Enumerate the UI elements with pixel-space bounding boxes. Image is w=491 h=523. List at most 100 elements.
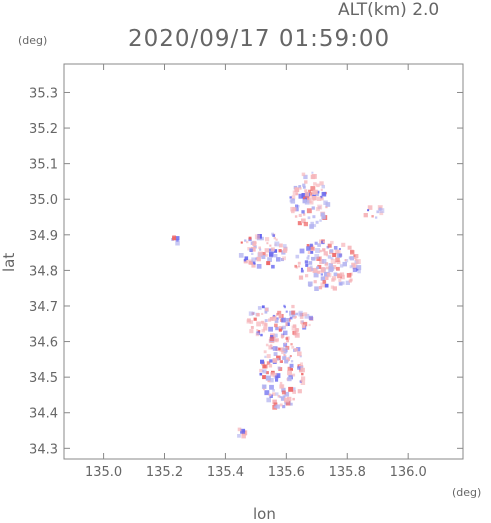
echo-cell [284,391,290,397]
echo-cell [325,205,328,209]
plot-frame [63,63,464,460]
echo-cell [301,320,304,323]
echo-cell [283,354,286,357]
echo-cell [270,247,275,252]
echo-cell [285,321,288,324]
echo-cell [344,259,349,263]
echo-cell [272,389,275,392]
echo-cell [272,346,278,351]
echo-cell [283,304,286,307]
echo-cell [281,351,284,354]
echo-cell [294,328,299,332]
echo-cell [304,189,308,193]
echo-cell [274,405,277,408]
echo-cell [282,325,286,330]
echo-cell [324,283,329,288]
echo-cell [175,236,180,241]
echo-cell [310,246,315,251]
y-tick-label: 34.5 [29,371,58,386]
echo-cell [266,397,271,403]
echo-cell [301,172,306,177]
echo-cell [260,333,263,337]
echo-cell [330,259,336,264]
echo-cell [259,248,262,251]
echo-cell [305,274,309,278]
echo-cell [363,213,368,218]
echo-cell [303,312,308,317]
echo-cell [303,196,306,200]
radar-echo-layer [171,171,385,439]
echo-cell [303,174,308,180]
echo-cell [301,193,307,198]
echo-cell [292,390,296,394]
echo-cell [264,310,268,314]
echo-cell [299,355,302,358]
echo-cell [291,325,297,331]
echo-cell [295,207,299,212]
echo-cell [367,205,373,210]
echo-cell [290,199,296,204]
echo-cell [277,310,282,315]
echo-cell [237,427,242,432]
x-tick-label: 135.4 [207,465,244,480]
echo-cell [248,259,253,265]
echo-cell [339,264,344,268]
echo-cell [325,254,329,257]
y-tick-label: 34.6 [29,336,58,351]
echo-cell [298,213,302,217]
echo-cell [297,205,300,208]
echo-cell [265,253,269,257]
echo-cell [278,313,283,318]
echo-cell [352,256,356,260]
echo-cell [298,185,302,188]
echo-cell [293,330,299,336]
echo-cell [290,368,293,371]
echo-cell [272,399,277,405]
echo-cell [285,323,288,327]
echo-cell [283,342,288,347]
echo-cell [301,267,303,270]
echo-cell [299,315,304,319]
echo-cell [273,236,276,240]
echo-cell [272,372,278,378]
echo-cell [241,433,246,439]
echo-cell [349,265,353,269]
echo-cell [334,260,338,264]
echo-cell [259,372,263,376]
echo-cell [328,263,333,268]
echo-cell [256,313,260,317]
echo-cell [297,366,301,370]
echo-cell [272,358,278,363]
echo-cell [300,367,305,373]
echo-cell [313,182,317,186]
echo-cell [287,370,292,376]
echo-cell [304,200,310,205]
echo-cell [320,273,323,276]
echo-cell [271,264,275,269]
altitude-label: ALT(km) 2.0 [338,0,440,20]
echo-cell [294,215,298,218]
echo-cell [379,211,384,216]
echo-cell [316,183,320,188]
echo-cell [261,252,266,256]
echo-cell [263,350,267,354]
echo-cell [275,326,279,331]
echo-cell [304,313,310,319]
echo-cell [308,283,312,287]
echo-cell [274,241,280,247]
echo-cell [266,354,271,359]
echo-cell [252,311,256,315]
echo-cell [345,280,350,285]
echo-cell [251,246,256,252]
echo-cell [311,174,316,179]
echo-cell [274,375,279,380]
echo-cell [316,256,321,261]
echo-cell [309,265,313,269]
echo-cell [316,190,320,194]
echo-cell [271,316,277,321]
echo-cell [325,202,331,207]
echo-cell [256,264,262,269]
echo-cell [322,248,326,252]
echo-cell [330,285,335,289]
